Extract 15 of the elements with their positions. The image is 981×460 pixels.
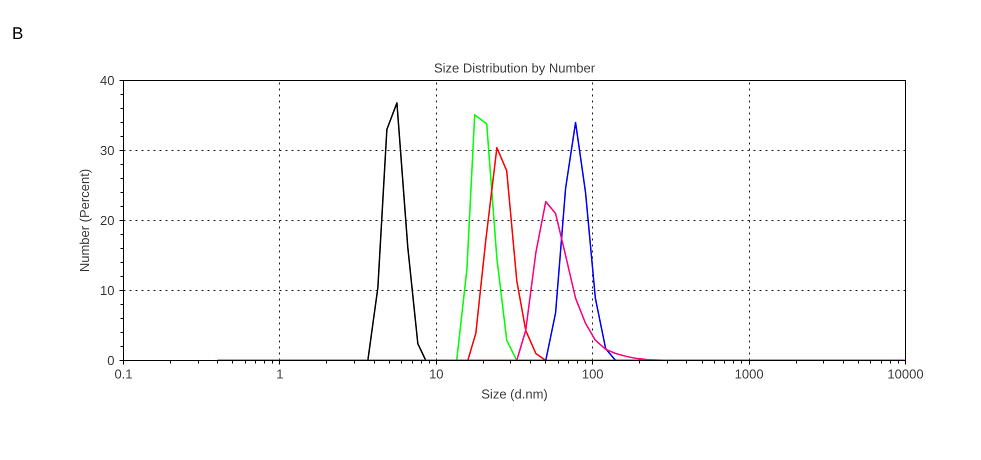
x-tick-label: 1 xyxy=(276,366,284,382)
x-axis-title: Size (d.nm) xyxy=(481,386,548,402)
y-tick-label: 0 xyxy=(107,353,115,368)
x-tick-label: 10000 xyxy=(887,366,924,382)
x-tick-label: 10 xyxy=(429,366,444,382)
y-tick-label: 30 xyxy=(100,143,115,158)
chart-title: Size Distribution by Number xyxy=(434,60,596,76)
y-tick-label: 40 xyxy=(100,73,115,88)
x-tick-label: 100 xyxy=(582,366,604,382)
y-axis-title: Number (Percent) xyxy=(77,168,92,272)
text: B xyxy=(12,23,24,45)
y-tick-label: 10 xyxy=(100,283,115,298)
x-tick-label: 0.1 xyxy=(114,366,133,382)
x-tick-label: 1000 xyxy=(734,366,764,382)
y-tick-label: 20 xyxy=(100,213,115,228)
